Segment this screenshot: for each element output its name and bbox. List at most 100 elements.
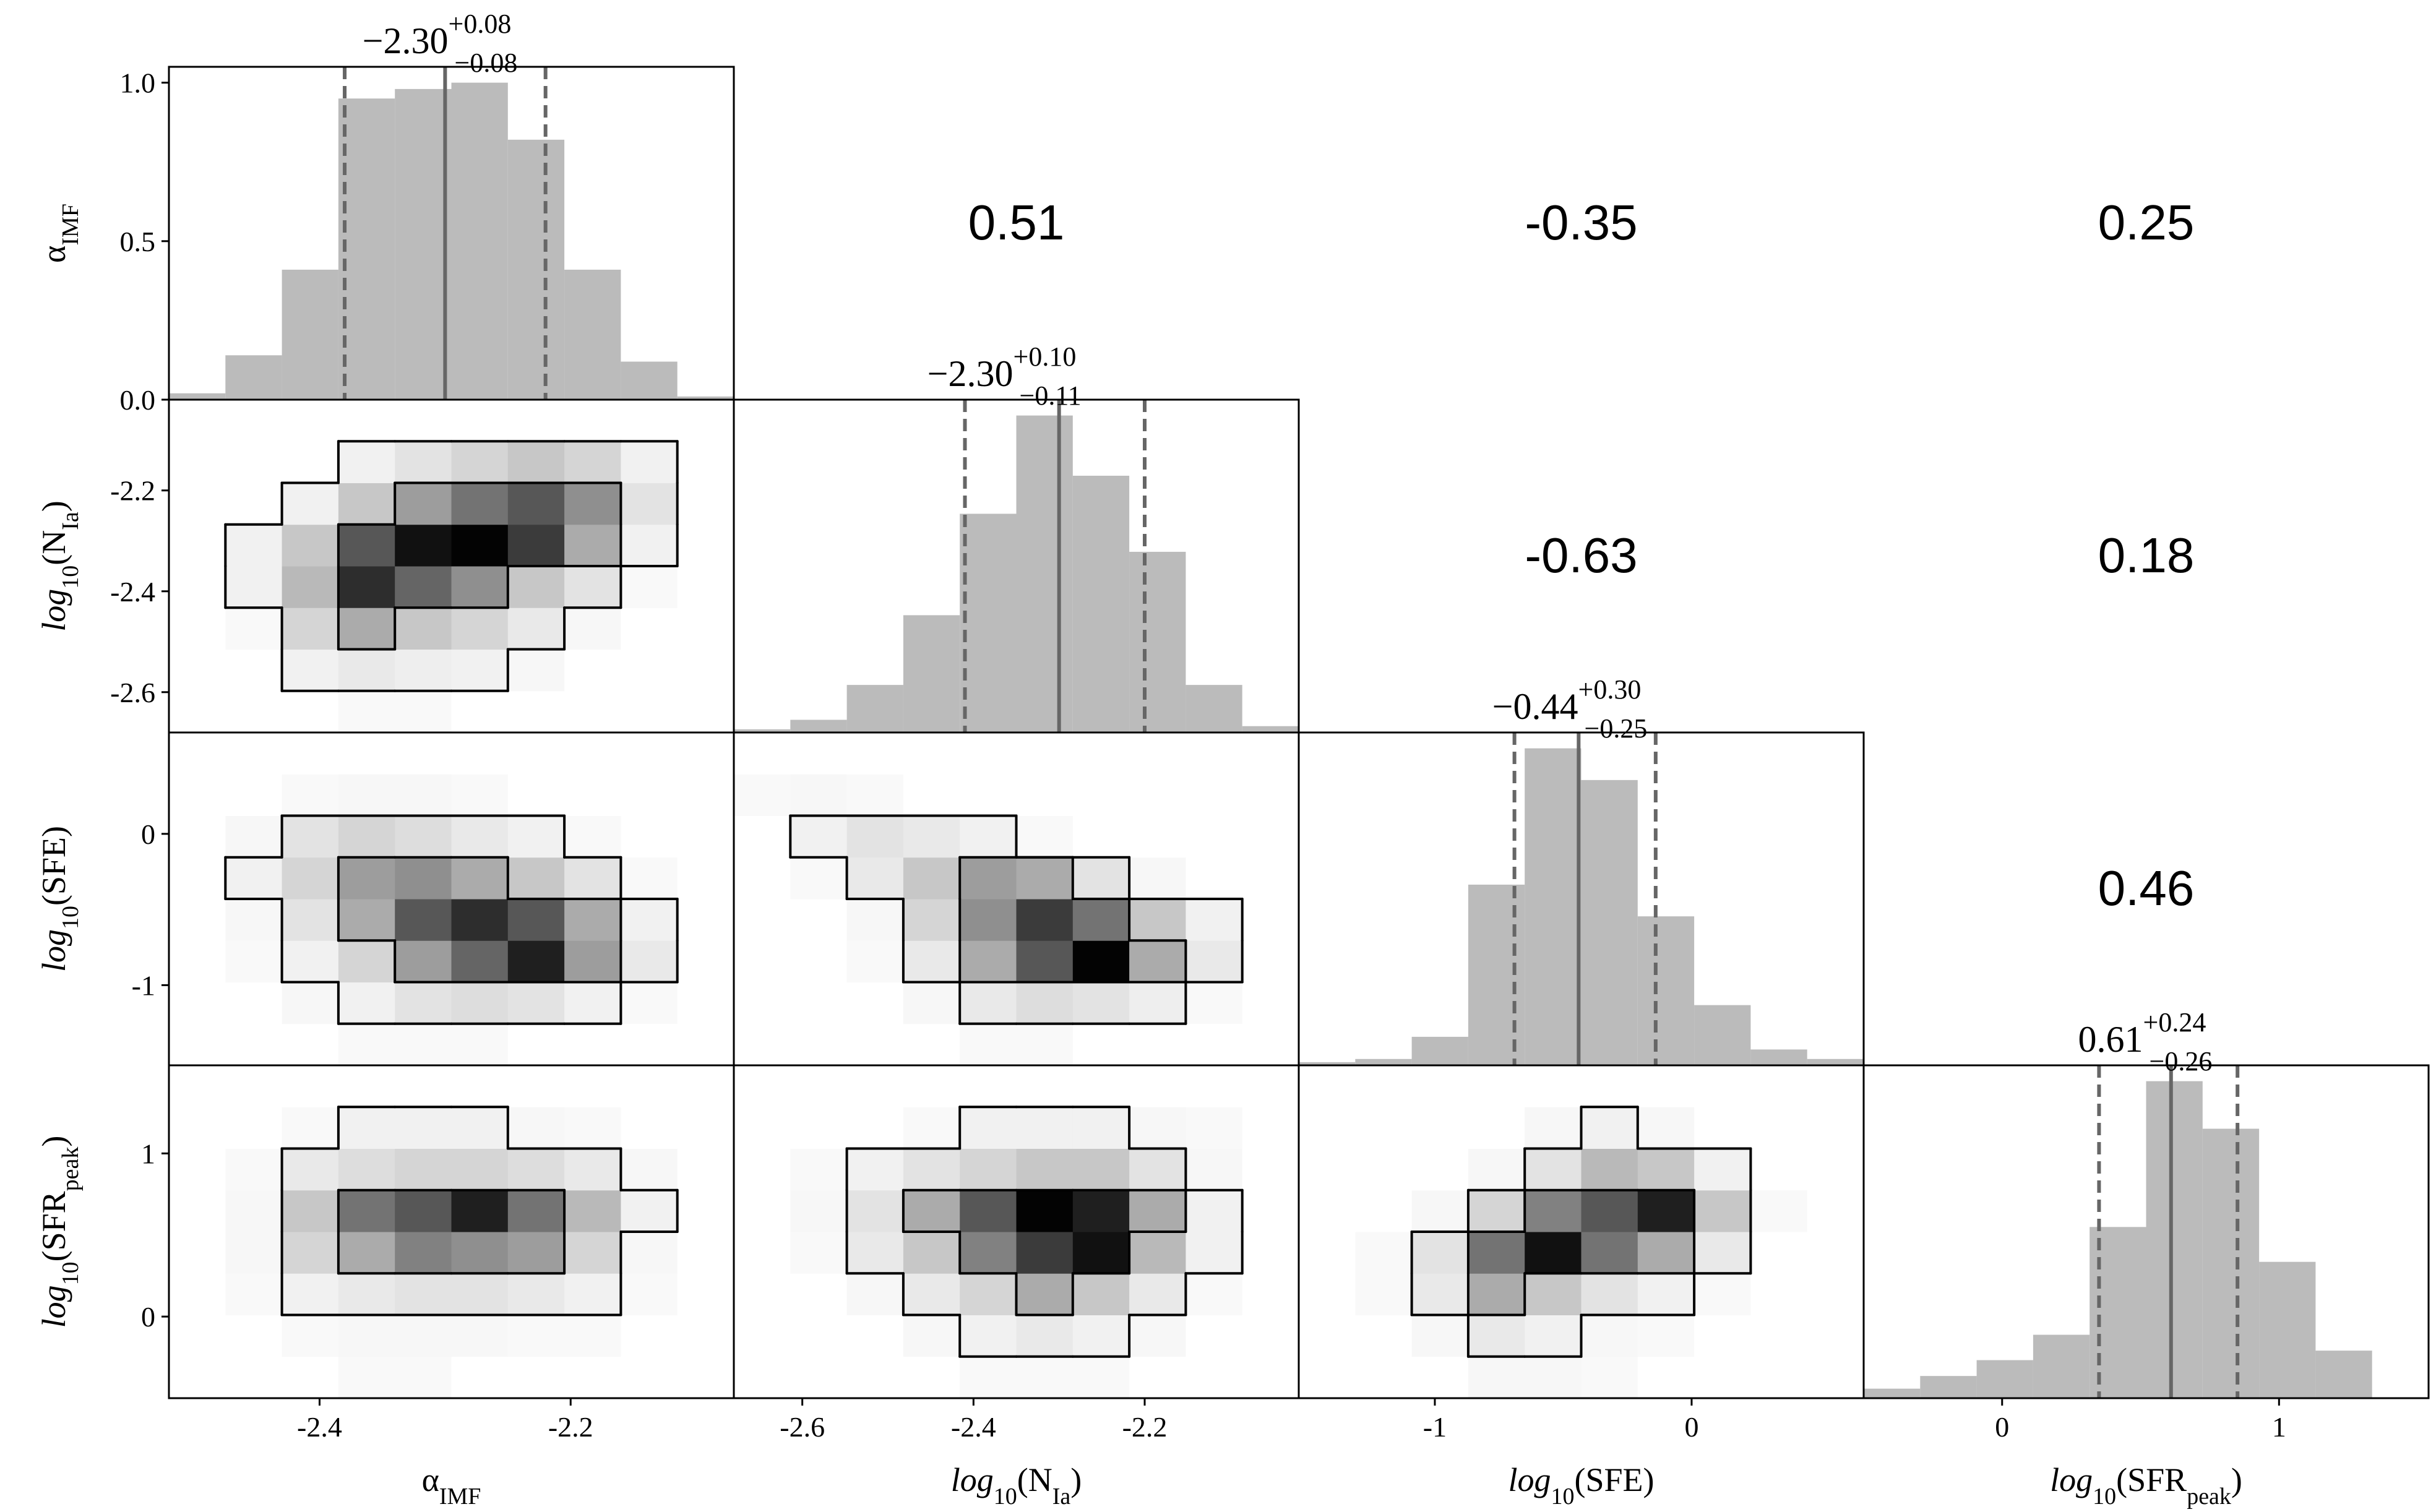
density-cell bbox=[451, 1273, 509, 1315]
density-cell bbox=[1242, 857, 1299, 900]
density-cell bbox=[225, 690, 283, 733]
density-cell bbox=[169, 400, 226, 442]
density-cell bbox=[1072, 1356, 1130, 1399]
density-cell bbox=[846, 1315, 904, 1357]
density-cell bbox=[225, 1107, 283, 1149]
density-cell bbox=[621, 815, 678, 858]
density-cell bbox=[677, 441, 734, 483]
density-cell bbox=[621, 1065, 678, 1107]
density-cell bbox=[451, 524, 509, 567]
density-cell bbox=[395, 608, 452, 650]
label-part: 10 bbox=[994, 1484, 1017, 1510]
density-cell bbox=[846, 1232, 904, 1274]
density-cell bbox=[1525, 1107, 1582, 1149]
density-cell bbox=[507, 441, 565, 483]
density-cell bbox=[338, 732, 395, 775]
label-part: ) bbox=[35, 500, 72, 512]
density-cell bbox=[169, 1315, 226, 1357]
density-cell bbox=[903, 1190, 960, 1232]
density-cell bbox=[1072, 1065, 1130, 1107]
density-cell bbox=[169, 649, 226, 692]
density-cell bbox=[1355, 1107, 1413, 1149]
density-cell bbox=[338, 815, 395, 858]
density-cell bbox=[846, 1107, 904, 1149]
density-cell bbox=[1186, 1273, 1243, 1315]
density-cell bbox=[734, 982, 791, 1024]
density-cell bbox=[1242, 1232, 1299, 1274]
density-cell bbox=[1242, 1023, 1299, 1066]
density-cell bbox=[1694, 1148, 1751, 1191]
density-cell bbox=[846, 1356, 904, 1399]
density-cell bbox=[395, 1065, 452, 1107]
density-cell bbox=[1072, 857, 1130, 900]
density-cell bbox=[1355, 1356, 1413, 1399]
density-cell bbox=[507, 690, 565, 733]
density-cell bbox=[1807, 1232, 1864, 1274]
density-cell bbox=[1129, 982, 1186, 1024]
density-cell bbox=[790, 857, 848, 900]
density-cell bbox=[1637, 1232, 1695, 1274]
density-cell bbox=[225, 1023, 283, 1066]
density-cell bbox=[564, 732, 621, 775]
density-cell bbox=[1355, 1232, 1413, 1274]
label-part: peak bbox=[2187, 1484, 2231, 1510]
density-cell bbox=[507, 1356, 565, 1399]
x-tick-label: 0 bbox=[1684, 1411, 1698, 1443]
label-part: 10 bbox=[58, 1261, 84, 1285]
density-cell bbox=[1581, 1148, 1638, 1191]
density-cell bbox=[1242, 899, 1299, 941]
density-cell bbox=[1186, 1107, 1243, 1149]
density-cell bbox=[621, 940, 678, 982]
density-cell bbox=[1072, 940, 1130, 982]
density-cell bbox=[451, 690, 509, 733]
correlation: -0.35 bbox=[1525, 195, 1637, 250]
density-cell bbox=[1694, 1232, 1751, 1274]
density-cell bbox=[1072, 815, 1130, 858]
density-cell bbox=[169, 940, 226, 982]
density-cell bbox=[960, 857, 1017, 900]
hist-bar bbox=[2315, 1351, 2372, 1398]
density-cell bbox=[903, 982, 960, 1024]
density-cell bbox=[282, 940, 339, 982]
density-cell bbox=[282, 690, 339, 733]
density-cell bbox=[507, 608, 565, 650]
density-cell bbox=[395, 857, 452, 900]
density-cell bbox=[790, 982, 848, 1024]
density-cell bbox=[1186, 899, 1243, 941]
density-cell bbox=[790, 1315, 848, 1357]
density-cell bbox=[338, 940, 395, 982]
density-cell bbox=[225, 982, 283, 1024]
density-cell bbox=[451, 732, 509, 775]
hist-bar bbox=[1976, 1360, 2033, 1398]
density-cell bbox=[1299, 1107, 1356, 1149]
density-cell bbox=[395, 441, 452, 483]
density-cell bbox=[225, 1190, 283, 1232]
density-cell bbox=[338, 566, 395, 608]
density-cell bbox=[621, 1148, 678, 1191]
density-cell bbox=[734, 940, 791, 982]
density-cell bbox=[621, 483, 678, 525]
density-cell bbox=[960, 1023, 1017, 1066]
density-cell bbox=[395, 649, 452, 692]
density-cell bbox=[1750, 1107, 1808, 1149]
density-cell bbox=[282, 483, 339, 525]
hist-bar bbox=[677, 396, 734, 400]
density-cell bbox=[621, 1023, 678, 1066]
density-cell bbox=[1411, 1190, 1469, 1232]
density-cell bbox=[1129, 732, 1186, 775]
density-cell bbox=[1750, 1190, 1808, 1232]
density-cell bbox=[451, 1190, 509, 1232]
density-cell bbox=[507, 940, 565, 982]
density-cell bbox=[282, 1023, 339, 1066]
density-cell bbox=[1242, 1148, 1299, 1191]
density-cell bbox=[395, 566, 452, 608]
density-cell bbox=[734, 1107, 791, 1149]
density-cell bbox=[1016, 940, 1074, 982]
density-cell bbox=[1355, 1148, 1413, 1191]
density-cell bbox=[1299, 1065, 1356, 1107]
density-cell bbox=[169, 899, 226, 941]
density-cell bbox=[1525, 1232, 1582, 1274]
density-cell bbox=[225, 774, 283, 816]
density-cell bbox=[960, 1356, 1017, 1399]
density-cell bbox=[1355, 1315, 1413, 1357]
